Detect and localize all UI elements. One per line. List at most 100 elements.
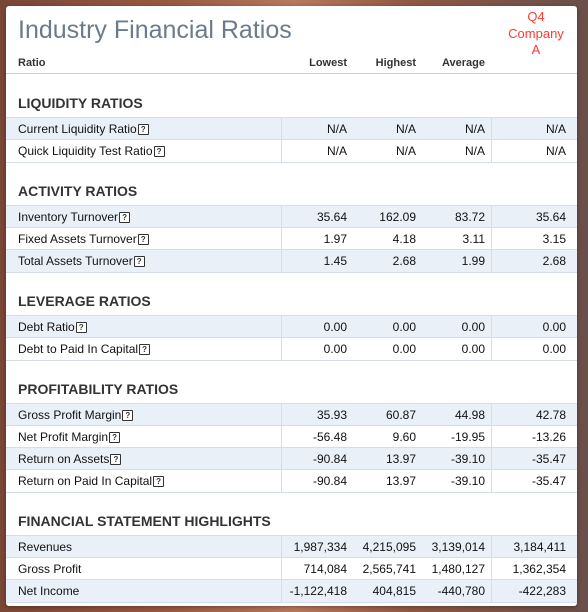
column-divider <box>491 118 492 140</box>
help-icon[interactable]: ? <box>75 322 87 333</box>
column-divider <box>281 558 282 580</box>
help-icon[interactable]: ? <box>133 256 145 267</box>
ratio-label: Total Assets Turnover <box>18 254 133 268</box>
company-value: N/A <box>545 122 566 136</box>
average-value: -39.10 <box>450 452 485 466</box>
highest-value: N/A <box>395 122 416 136</box>
ratio-label: Net Income <box>18 584 80 598</box>
highest-value: 0.00 <box>392 342 416 356</box>
column-divider <box>281 250 282 272</box>
company-value: 0.00 <box>542 320 566 334</box>
page-title: Industry Financial Ratios <box>18 16 292 44</box>
column-divider <box>491 404 492 426</box>
average-value: 0.00 <box>461 320 485 334</box>
help-icon[interactable]: ? <box>137 234 149 245</box>
help-icon[interactable]: ? <box>110 454 122 465</box>
column-divider <box>281 140 282 162</box>
header-company-line: A <box>531 42 541 57</box>
table-row: Debt to Paid In Capital? 0.00 0.00 0.00 0.00 <box>6 337 577 361</box>
ratio-label: Net Profit Margin <box>18 430 109 444</box>
section-title: ACTIVITY RATIOS <box>18 183 138 199</box>
lowest-value: -56.48 <box>312 430 347 444</box>
help-icon[interactable]: ? <box>109 432 121 443</box>
average-value: -39.10 <box>450 474 485 488</box>
ratio-label: Quick Liquidity Test Ratio <box>18 144 153 158</box>
table-row: Current Liquidity Ratio? N/A N/A N/A N/A <box>6 117 577 140</box>
lowest-value: 1.97 <box>323 232 347 246</box>
ratio-name: Gross Profit <box>18 562 81 576</box>
average-value: 83.72 <box>454 210 485 224</box>
column-divider <box>491 448 492 470</box>
column-divider <box>491 250 492 272</box>
help-icon[interactable]: ? <box>119 212 131 223</box>
company-value: 42.78 <box>535 408 566 422</box>
column-divider <box>491 206 492 228</box>
lowest-value: 0.00 <box>323 342 347 356</box>
ratio-name: Total Assets Turnover? <box>18 254 145 268</box>
company-value: -13.26 <box>531 430 566 444</box>
table-row: Return on Assets? -90.84 13.97 -39.10 -35.47 <box>6 447 577 470</box>
lowest-value: 35.64 <box>316 210 347 224</box>
highest-value: 4.18 <box>392 232 416 246</box>
column-divider <box>491 316 492 338</box>
ratio-label: Return on Paid In Capital <box>18 474 153 488</box>
lowest-value: 0.00 <box>323 320 347 334</box>
average-value: N/A <box>464 122 485 136</box>
header-company-line: Q4 <box>527 9 545 24</box>
average-value: -19.95 <box>450 430 485 444</box>
highest-value: 2,565,741 <box>362 562 416 576</box>
column-divider <box>491 536 492 558</box>
average-value: 3,139,014 <box>431 540 485 554</box>
ratio-label: Gross Profit <box>18 562 82 576</box>
lowest-value: 1.45 <box>323 254 347 268</box>
highest-value: 4,215,095 <box>362 540 416 554</box>
highest-value: 162.09 <box>379 210 416 224</box>
column-divider <box>281 470 282 492</box>
company-value: -422,283 <box>518 584 566 598</box>
section-title: LIQUIDITY RATIOS <box>18 95 143 111</box>
ratio-name: Return on Paid In Capital? <box>18 474 165 488</box>
ratio-name: Net Income <box>18 584 79 598</box>
ratios-panel: Industry Financial Ratios Ratio Lowest H… <box>6 6 577 606</box>
ratio-label: Inventory Turnover <box>18 210 119 224</box>
column-divider <box>281 316 282 338</box>
average-value: 3.11 <box>462 232 485 246</box>
section-title: PROFITABILITY RATIOS <box>18 381 179 397</box>
header-company: Q4 Company A <box>494 9 577 59</box>
header-lowest: Lowest <box>309 57 347 69</box>
lowest-value: N/A <box>326 144 347 158</box>
table-row: Return on Paid In Capital? -90.84 13.97 -39… <box>6 469 577 493</box>
lowest-value: 1,987,334 <box>293 540 347 554</box>
table-row: Gross Profit 714,084 2,565,741 1,480,127 1,3… <box>6 557 577 580</box>
highest-value: 13.97 <box>385 452 416 466</box>
help-icon[interactable]: ? <box>153 146 165 157</box>
header-ratio: Ratio <box>18 57 46 69</box>
header-divider <box>6 73 577 74</box>
help-icon[interactable]: ? <box>137 124 149 135</box>
column-divider <box>491 470 492 492</box>
ratio-name: Debt to Paid In Capital? <box>18 342 151 356</box>
help-icon[interactable]: ? <box>153 476 165 487</box>
ratio-label: Gross Profit Margin <box>18 408 122 422</box>
ratio-name: Fixed Assets Turnover? <box>18 232 149 246</box>
table-row: Debt Ratio? 0.00 0.00 0.00 0.00 <box>6 315 577 338</box>
table-row: Gross Profit Margin? 35.93 60.87 44.98 42.78 <box>6 403 577 426</box>
highest-value: 0.00 <box>392 320 416 334</box>
company-value: 3,184,411 <box>513 540 567 554</box>
company-value: 1,362,354 <box>512 562 566 576</box>
ratio-name: Net Profit Margin? <box>18 430 121 444</box>
lowest-value: -1,122,418 <box>289 584 347 598</box>
column-divider <box>281 580 282 602</box>
table-row: Quick Liquidity Test Ratio? N/A N/A N/A N/A <box>6 139 577 163</box>
table-row: Revenues 1,987,334 4,215,095 3,139,014 3,184… <box>6 535 577 558</box>
highest-value: N/A <box>395 144 416 158</box>
help-icon[interactable]: ? <box>139 344 151 355</box>
table-row: Inventory Turnover? 35.64 162.09 83.72 35.64 <box>6 205 577 228</box>
company-value: 35.64 <box>535 210 566 224</box>
column-divider <box>281 206 282 228</box>
company-value: N/A <box>545 144 566 158</box>
help-icon[interactable]: ? <box>122 410 134 421</box>
ratio-label: Return on Assets <box>18 452 110 466</box>
lowest-value: -90.84 <box>312 474 347 488</box>
company-value: 0.00 <box>542 342 566 356</box>
